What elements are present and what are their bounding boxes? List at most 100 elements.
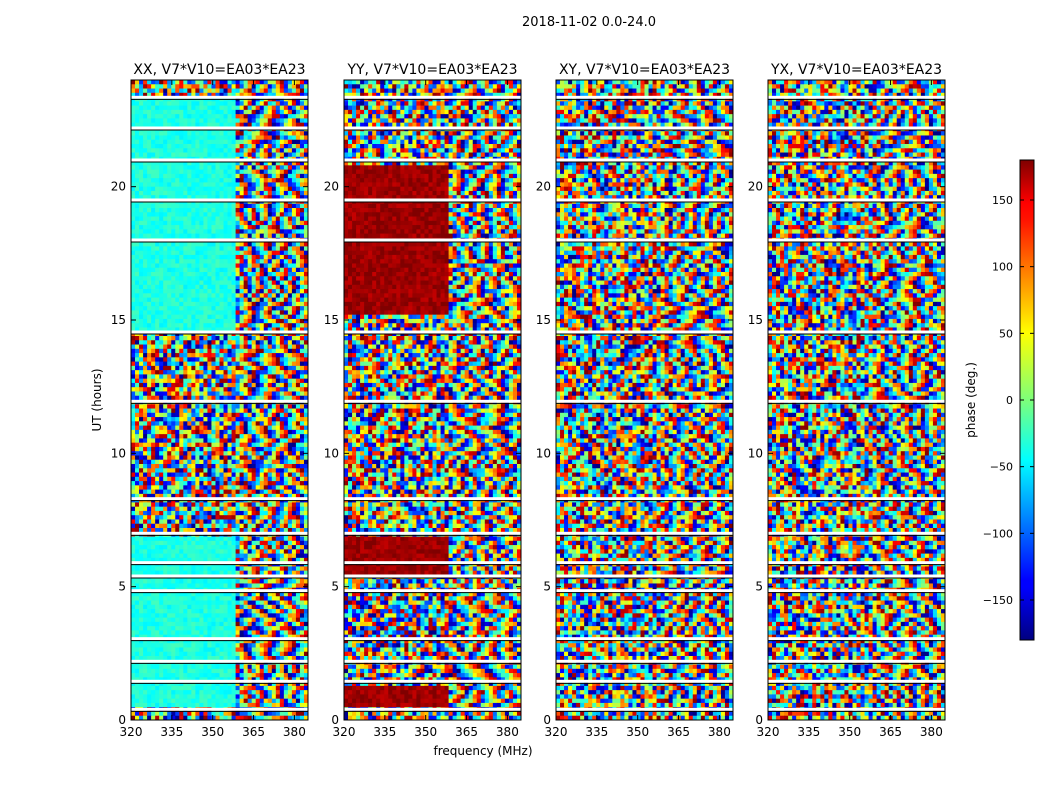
heat-cell (231, 220, 236, 226)
heat-cell (295, 276, 301, 281)
heat-cell (167, 323, 172, 328)
heat-cell (295, 442, 301, 448)
heat-cell (139, 455, 144, 461)
heat-cell (191, 506, 196, 512)
heat-cell (147, 553, 152, 559)
heat-cell (203, 425, 208, 431)
heat-cell (135, 425, 140, 431)
heat-cell (143, 301, 148, 307)
heat-cell (255, 182, 261, 188)
heat-cell (151, 254, 156, 260)
heat-cell (199, 233, 204, 239)
heat-cell (295, 293, 301, 298)
heat-cell (215, 122, 220, 128)
heat-cell (159, 182, 164, 188)
heat-cell (187, 549, 192, 554)
heat-cell (195, 229, 200, 234)
heat-cell (239, 272, 245, 277)
heat-cell (247, 515, 253, 520)
heat-cell (251, 289, 257, 294)
heat-cell (135, 489, 140, 495)
heat-cell (275, 476, 281, 482)
heat-cell (151, 182, 156, 188)
heat-cell (203, 515, 208, 520)
heat-cell (239, 429, 245, 435)
heat-cell (151, 178, 156, 183)
heat-cell (275, 417, 281, 422)
heat-cell (211, 336, 216, 341)
heat-cell (239, 250, 245, 256)
heat-cell (219, 306, 224, 311)
heat-cell (195, 340, 200, 345)
heat-cell (255, 464, 261, 469)
heat-cell (287, 173, 293, 179)
heat-cell (147, 476, 152, 482)
heat-cell (131, 387, 136, 392)
heat-cell (291, 246, 297, 252)
heat-cell (259, 340, 265, 345)
heat-cell (155, 297, 160, 303)
heat-cell (155, 220, 160, 226)
heat-cell (259, 382, 265, 388)
heat-cell (147, 182, 152, 188)
heat-cell (159, 455, 164, 461)
heat-cell (183, 464, 188, 469)
heat-cell (303, 404, 308, 409)
heat-cell (267, 425, 273, 431)
heat-cell (231, 502, 236, 508)
heat-cell (159, 515, 164, 520)
heat-cell (147, 144, 152, 149)
heat-cell (183, 301, 188, 307)
heat-cell (211, 515, 216, 520)
heat-cell (151, 506, 156, 512)
heat-cell (131, 318, 136, 324)
heat-cell (279, 250, 285, 256)
heat-cell (251, 434, 257, 439)
heat-cell (179, 391, 184, 397)
heat-cell (159, 203, 164, 209)
heat-cell (131, 169, 136, 175)
heat-cell (247, 451, 253, 456)
heat-cell (147, 297, 152, 303)
heat-cell (195, 387, 200, 392)
heat-cell (303, 306, 308, 311)
heat-cell (179, 510, 184, 516)
heat-cell (263, 506, 269, 512)
heat-cell (215, 318, 220, 324)
heat-cell (287, 327, 293, 333)
heat-cell (291, 506, 297, 512)
heat-cell (175, 139, 180, 145)
heat-cell (179, 365, 184, 371)
heat-cell (283, 88, 289, 94)
heat-cell (151, 105, 156, 111)
heat-cell (295, 361, 301, 367)
heat-cell (235, 485, 241, 490)
heat-cell (271, 259, 277, 264)
heat-cell (247, 289, 253, 294)
heat-cell (275, 114, 281, 119)
heat-cell (283, 178, 289, 183)
heat-cell (175, 314, 180, 320)
heat-cell (287, 438, 293, 444)
heat-cell (255, 161, 261, 166)
heat-cell (175, 165, 180, 170)
heat-cell (215, 203, 220, 209)
heat-cell (271, 408, 277, 414)
heat-cell (167, 540, 172, 546)
heat-cell (171, 165, 176, 170)
heat-cell (235, 404, 241, 409)
heat-cell (175, 276, 180, 281)
heat-cell (175, 336, 180, 341)
heat-cell (223, 152, 228, 158)
heat-cell (203, 318, 208, 324)
heat-cell (151, 493, 156, 499)
heat-cell (267, 545, 273, 550)
heat-cell (143, 250, 148, 256)
heat-cell (135, 506, 140, 512)
heat-cell (191, 109, 196, 115)
heat-cell (147, 408, 152, 414)
heat-cell (163, 182, 168, 188)
heat-cell (239, 515, 245, 520)
heat-cell (227, 472, 232, 478)
heat-cell (283, 122, 289, 128)
